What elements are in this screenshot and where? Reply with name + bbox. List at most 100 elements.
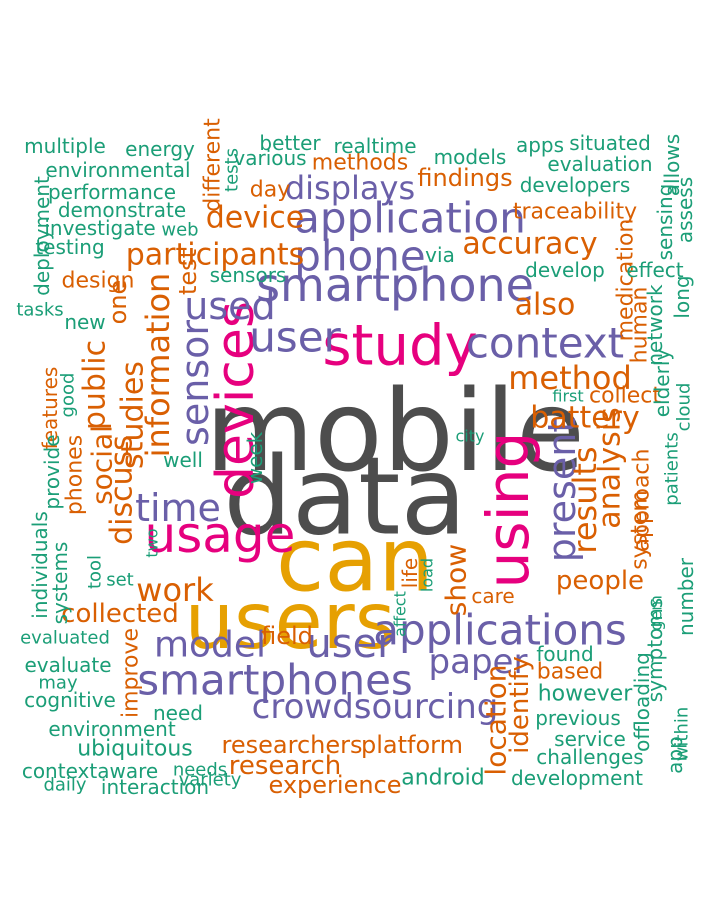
word-allows: allows [660,134,684,196]
word-test: test [174,249,202,295]
word-study: study [322,314,477,379]
word-individuals: individuals [28,511,52,618]
word-battery: battery [530,401,640,436]
word-found: found [536,642,593,666]
word-development: development [511,766,643,790]
word-based: based [537,660,603,685]
word-phones: phones [63,435,88,515]
word-platform: platform [361,731,463,759]
word-evaluate: evaluate [24,653,111,677]
word-discuss: discuss [105,435,140,545]
word-design: design [62,269,135,294]
word-assess: assess [673,177,697,243]
word-public: public [78,340,113,430]
word-previous: previous [535,706,621,730]
word-performance: performance [48,180,176,204]
word-apps: apps [516,133,564,157]
word-symptoms: symptoms [643,598,667,702]
word-work: work [136,571,214,609]
word-set: set [106,570,134,591]
word-environmental: environmental [45,158,190,182]
word-gem: gem [647,595,666,631]
word-well: well [163,448,203,472]
word-tasks: tasks [16,300,63,321]
word-cognitive: cognitive [24,688,116,712]
word-daily: daily [43,775,86,796]
word-tests: tests [222,148,243,192]
word-data: data [223,435,466,560]
word-analysis: analysis [593,407,628,528]
word-within: within [672,707,693,762]
word-challenges: challenges [536,745,643,769]
word-variety: variety [179,770,242,791]
word-long: long [670,275,694,318]
word-studies: studies [116,361,151,469]
word-developers: developers [520,173,631,197]
word-new: new [64,310,105,334]
word-participants: participants [126,238,305,273]
word-multiple: multiple [24,134,106,158]
word-using: using [474,432,542,589]
word-system: system [628,490,653,570]
word-needs: needs [173,760,227,781]
word-application: application [294,194,526,243]
word-two: two [143,528,162,557]
word-one: one [104,280,132,325]
word-information: information [139,273,177,458]
word-evaluated: evaluated [20,628,110,649]
word-applications: applications [373,606,627,655]
word-realtime: realtime [333,134,416,158]
word-care: care [471,584,514,608]
word-mobile: mobile [205,367,585,497]
word-present: present [540,418,584,562]
word-show: show [440,544,473,616]
word-deployment: deployment [30,176,54,296]
word-users: users [185,577,396,667]
word-systems: systems [48,542,72,625]
word-methods: methods [312,151,408,176]
word-people: people [556,566,644,596]
word-social: social [86,425,119,505]
word-app: app [663,736,687,774]
word-research: research [229,751,341,781]
word-provide: provide [40,434,64,509]
word-experience: experience [268,771,401,799]
word-improve: improve [119,628,144,718]
word-via: via [425,243,455,267]
word-medication: medication [614,219,639,342]
word-service: service [554,727,626,751]
word-testing: testing [35,235,104,259]
word-traceability: traceability [513,200,637,225]
word-investigate: investigate [44,216,155,240]
word-better: better [259,131,321,155]
word-researchers: researchers [222,731,363,759]
word-devices: devices [206,301,266,499]
word-cloud: cloud [674,383,695,432]
word-user: user [306,621,394,667]
word-various: various [233,146,306,170]
word-models: models [434,145,507,169]
word-environment: environment [48,717,176,741]
word-contextaware: contextaware [22,759,158,783]
word-paper: paper [429,642,528,682]
word-web: web [161,220,198,241]
word-location: location [480,664,513,775]
word-crowdsourcing: crowdsourcing [252,687,499,727]
word-displays: displays [285,169,415,207]
word-interaction: interaction [101,775,209,799]
word-time: time [135,486,221,530]
word-findings: findings [417,164,512,192]
word-collect: collect [589,384,661,409]
word-develop: develop [525,258,605,282]
word-city: city [456,427,485,446]
word-collected: collected [61,599,179,629]
word-also: also [515,288,576,323]
word-evaluation: evaluation [547,152,652,176]
word-context: context [466,319,624,368]
word-android: android [401,766,485,791]
word-device: device [206,201,305,236]
word-may: may [38,673,78,694]
word-good: good [58,373,79,418]
word-ubiquitous: ubiquitous [77,737,193,762]
